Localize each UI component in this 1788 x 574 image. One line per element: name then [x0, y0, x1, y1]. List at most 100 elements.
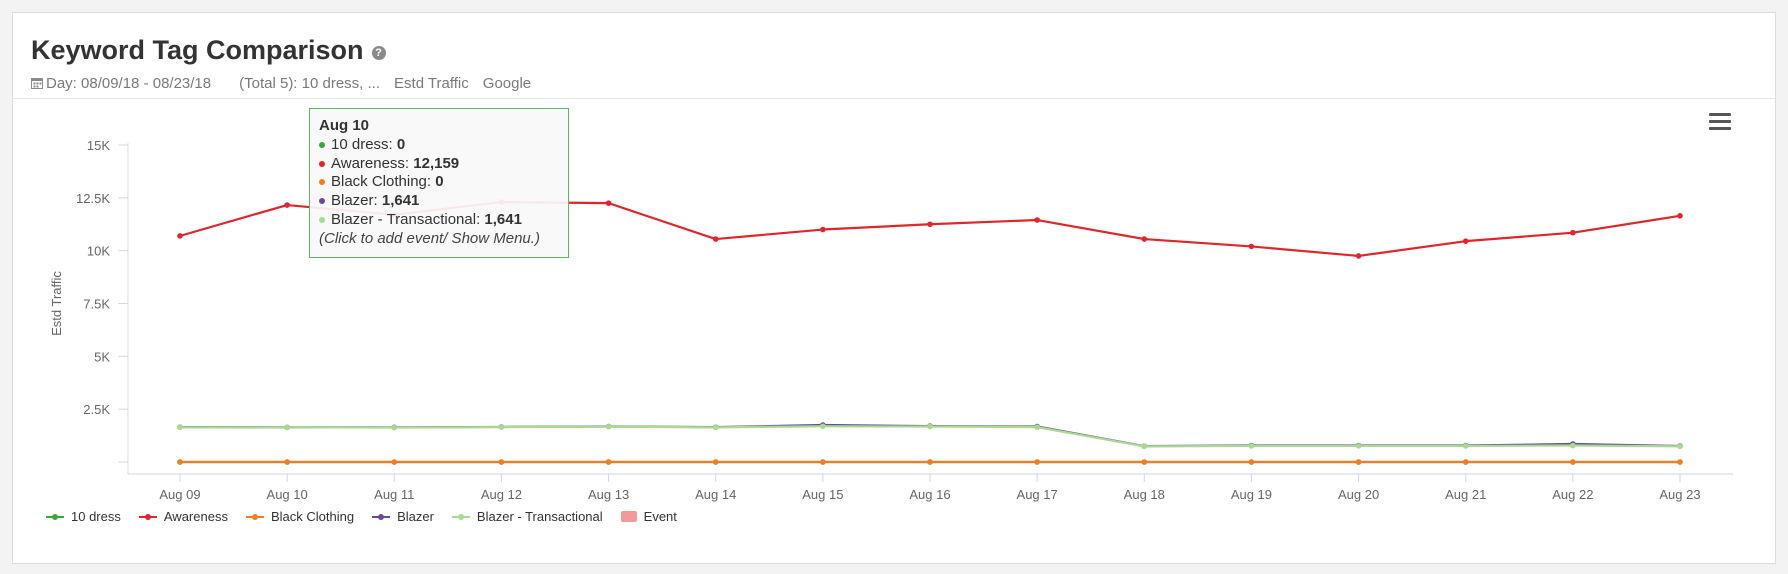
data-point [1034, 459, 1040, 465]
data-point [1570, 229, 1576, 236]
legend-item-blazer-transactional[interactable]: Blazer - Transactional [451, 509, 603, 524]
legend-label: Blazer - Transactional [476, 509, 603, 524]
engine-label[interactable]: Google [482, 75, 532, 92]
legend-item-event[interactable]: Event [620, 509, 677, 524]
tooltip-row: Black Clothing: 0 [319, 173, 559, 192]
legend-marker [620, 511, 637, 522]
legend-label: Awareness [163, 509, 228, 524]
series-dot [319, 160, 325, 167]
data-point [712, 424, 719, 431]
data-point [284, 459, 290, 465]
legend-label: Event [643, 509, 677, 524]
x-tick-label: Aug 16 [909, 487, 950, 502]
legend-marker [138, 512, 157, 522]
data-point [820, 459, 826, 465]
legend-marker [245, 512, 264, 522]
data-point [927, 221, 933, 228]
y-tick-label: 7.5K [83, 297, 110, 312]
data-point [1355, 443, 1362, 449]
data-point [927, 423, 933, 430]
data-point [605, 200, 612, 206]
data-point [284, 202, 290, 208]
x-tick-label: Aug 17 [1017, 487, 1058, 502]
series-dot [319, 198, 325, 205]
data-point [1677, 212, 1683, 219]
legend-marker [451, 512, 470, 522]
x-tick-label: Aug 09 [159, 487, 200, 502]
date-range[interactable]: Day: 08/09/18 - 08/23/18 [31, 75, 225, 92]
y-axis-title: Estd Traffic [49, 271, 64, 336]
y-tick-label: 15K [87, 138, 110, 153]
legend-marker [372, 512, 391, 522]
data-point [1248, 243, 1255, 250]
tooltip-hint: (Click to add event/ Show Menu.) [319, 229, 540, 247]
data-point [605, 423, 612, 430]
data-point [927, 459, 933, 465]
data-point [820, 226, 826, 233]
y-tick-label: 12.5K [76, 191, 110, 206]
tooltip-row: Blazer - Transactional: 1,641 [319, 211, 559, 230]
series-line-blazer-transactional [178, 425, 1682, 448]
tooltip-date: Aug 10 [319, 117, 370, 134]
data-point [1462, 459, 1469, 465]
tooltip-row: Blazer: 1,641 [319, 192, 559, 211]
data-point [284, 424, 290, 431]
legend-item-blazer[interactable]: Blazer [372, 509, 434, 524]
chart-tooltip: Aug 10 10 dress: 0 Awareness: 12,159 Bla… [309, 108, 569, 258]
data-point [1034, 424, 1040, 430]
y-tick-label: 10K [87, 244, 110, 259]
x-tick-label: Aug 19 [1231, 487, 1272, 502]
legend-item-black-clothing[interactable]: Black Clothing [245, 509, 355, 524]
data-point [1248, 459, 1255, 465]
x-tick-label: Aug 20 [1338, 487, 1379, 502]
data-point [820, 423, 826, 430]
title-row: Keyword Tag Comparison ? [31, 35, 386, 66]
legend-item-10-dress[interactable]: 10 dress [46, 509, 121, 524]
data-point [1677, 443, 1683, 450]
date-range-text: Day: 08/09/18 - 08/23/18 [46, 75, 212, 92]
data-point [498, 424, 505, 430]
legend-item-awareness[interactable]: Awareness [138, 509, 228, 524]
data-point [712, 236, 719, 242]
data-point [1248, 443, 1255, 449]
x-tick-label: Aug 12 [481, 487, 522, 502]
data-point [1677, 459, 1683, 465]
data-point [391, 459, 398, 465]
data-point [1141, 459, 1148, 465]
data-point [1034, 217, 1040, 223]
tags-summary[interactable]: (Total 5): 10 dress, ... [239, 75, 381, 92]
data-point [712, 459, 719, 465]
tooltip-row: 10 dress: 0 [319, 136, 559, 155]
x-tick-label: Aug 21 [1445, 487, 1486, 502]
data-point [1141, 443, 1148, 450]
data-point [391, 424, 398, 431]
legend-label: Black Clothing [270, 509, 355, 524]
meta-row: Day: 08/09/18 - 08/23/18 (Total 5): 10 d… [31, 75, 545, 92]
panel-header: Keyword Tag Comparison ? Day: 08/09/18 -… [13, 13, 1775, 99]
series-dot [319, 179, 325, 186]
data-point [605, 459, 612, 465]
data-point [1462, 443, 1469, 449]
data-point [1355, 459, 1362, 465]
hamburger-menu-icon[interactable] [1709, 113, 1731, 131]
x-tick-label: Aug 13 [588, 487, 629, 502]
y-tick-label: 5K [94, 349, 110, 364]
data-point [1570, 459, 1576, 465]
legend-label: 10 dress [71, 509, 121, 524]
chart-panel: Keyword Tag Comparison ? Day: 08/09/18 -… [12, 12, 1776, 564]
page-title: Keyword Tag Comparison [31, 35, 364, 65]
data-point [177, 233, 183, 239]
calendar-icon [31, 78, 43, 90]
data-point [1355, 253, 1362, 259]
metric-label[interactable]: Estd Traffic [394, 75, 469, 92]
tooltip-row: Awareness: 12,159 [319, 155, 559, 174]
data-point [1462, 238, 1469, 244]
legend-label: Blazer [397, 509, 434, 524]
x-tick-label: Aug 10 [267, 487, 308, 502]
data-point [1570, 442, 1576, 449]
x-tick-label: Aug 11 [374, 487, 414, 502]
data-point [177, 459, 183, 465]
data-point [1141, 236, 1148, 242]
question-circle-icon[interactable]: ? [371, 45, 386, 60]
